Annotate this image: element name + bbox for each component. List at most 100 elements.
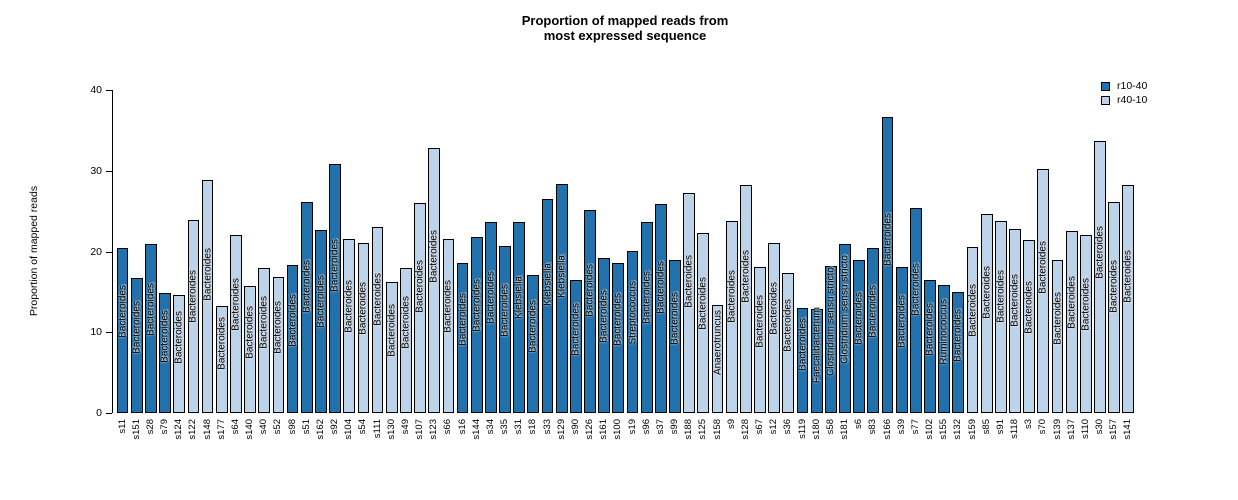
bar-s130: Bacteroides xyxy=(385,282,398,413)
taxon-label-s161: Bacteroides xyxy=(598,290,610,344)
taxon-label-s79: Bacteroides xyxy=(159,309,171,363)
taxon-label-s96: Bacteroides xyxy=(641,270,653,324)
legend-label: r40-10 xyxy=(1117,94,1148,106)
taxon-label-s12: Bacteroides xyxy=(768,282,780,335)
taxon-label-s91: Bacteroides xyxy=(995,270,1007,323)
bar-s66: Bacteroides xyxy=(442,239,455,413)
bar-s181: Clostridium sensu stricto xyxy=(839,243,851,413)
y-axis-tick xyxy=(106,332,112,334)
bar-s19: Streptococcus xyxy=(626,250,639,413)
bar-s36: Bacteroides xyxy=(782,273,795,413)
legend-label: r10-40 xyxy=(1117,80,1148,92)
bar-s188: Bacteroides xyxy=(683,193,696,413)
bar-s98: Bacteroides xyxy=(286,265,299,413)
bar-s77: Bacteroides xyxy=(909,208,922,413)
x-axis-label-s123: s123 xyxy=(428,419,440,440)
bar-s18: Bacteroides xyxy=(527,275,540,413)
x-axis-label-s125: s125 xyxy=(697,419,709,440)
taxon-label-s52: Bacteroides xyxy=(272,300,284,354)
bar-s30: Bacteroides xyxy=(1094,141,1106,413)
x-axis-label-s161: s161 xyxy=(598,419,610,440)
bar-s129: Klebsiella xyxy=(555,183,568,413)
bar-s16: Bacteroides xyxy=(456,262,469,413)
bar-s125: Bacteroides xyxy=(697,233,710,413)
taxon-label-s37: Bacteroides xyxy=(655,260,667,314)
taxon-label-s3: Bacteroides xyxy=(1023,280,1035,334)
x-axis-label-s18: s18 xyxy=(527,419,539,435)
x-axis-label-s51: s51 xyxy=(300,419,312,435)
taxon-label-s92: Bacteroides xyxy=(329,238,341,292)
taxon-label-s102: Bacteroides xyxy=(924,302,936,356)
legend-swatch-r10-40 xyxy=(1101,81,1110,91)
x-axis-label-s111: s111 xyxy=(371,419,383,439)
bar-s104: Bacteroides xyxy=(343,238,356,413)
taxon-label-s158: Anaerotruncus xyxy=(712,310,724,376)
x-axis-label-s96: s96 xyxy=(640,419,652,435)
taxon-label-s111: Bacteroides xyxy=(372,273,384,327)
x-axis-label-s162: s162 xyxy=(314,419,326,440)
x-axis-label-s49: s49 xyxy=(399,419,411,435)
taxon-label-s16: Bacteroides xyxy=(457,293,469,346)
x-axis-label-s102: s102 xyxy=(924,419,936,440)
bar-s148: Bacteroides xyxy=(201,179,214,413)
x-axis-label-s119: s119 xyxy=(796,419,808,439)
bar-s126: Bacteroides xyxy=(584,209,596,413)
x-axis-label-s36: s36 xyxy=(782,419,794,435)
x-axis-label-s107: s107 xyxy=(414,419,426,440)
taxon-label-s141: Bacteroides xyxy=(1122,250,1134,304)
bar-s151: Bacteroides xyxy=(130,278,143,413)
x-axis-label-s54: s54 xyxy=(357,419,369,435)
x-axis-label-s139: s139 xyxy=(1051,419,1063,440)
taxon-label-s181: Clostridium sensu stricto xyxy=(839,254,851,364)
legend: r10-40 r40-10 xyxy=(1101,79,1147,107)
bar-s85: Bacteroides xyxy=(980,214,993,413)
x-axis-label-s70: s70 xyxy=(1037,419,1049,435)
y-axis-line xyxy=(112,90,114,413)
bar-s162: Bacteroides xyxy=(315,229,327,413)
taxon-label-s104: Bacteroides xyxy=(343,279,355,333)
bar-s52: Bacteroides xyxy=(272,276,285,413)
x-axis-label-s180: s180 xyxy=(810,419,822,440)
x-axis-label-s77: s77 xyxy=(909,419,921,435)
taxon-label-s155: Ruminococcus xyxy=(938,299,950,365)
y-axis-tick xyxy=(106,170,112,173)
taxon-label-s123: Bacteroides xyxy=(428,229,440,283)
taxon-label-s122: Bacteroides xyxy=(187,269,199,323)
bar-s111: Bacteroides xyxy=(371,226,384,413)
x-axis-label-s126: s126 xyxy=(584,419,596,440)
bar-s144: Bacteroides xyxy=(470,237,483,413)
bar-s33: Klebsiella xyxy=(541,199,554,413)
taxon-label-s137: Bacteroides xyxy=(1066,275,1078,329)
taxon-label-s28: Bacteroides xyxy=(145,282,157,336)
taxon-label-s144: Bacteroides xyxy=(471,278,483,332)
x-axis-label-s166: s166 xyxy=(881,419,893,440)
bar-s40: Bacteroides xyxy=(258,267,271,413)
x-axis-label-s181: s181 xyxy=(839,419,851,440)
bar-s140: Bacteroides xyxy=(244,286,256,413)
bar-s158: Anaerotruncus xyxy=(711,304,724,413)
taxon-label-s66: Bacteroides xyxy=(442,279,454,333)
taxon-label-s64: Bacteroides xyxy=(230,277,242,331)
x-axis-label-s159: s159 xyxy=(966,419,978,440)
taxon-label-s126: Bacteroides xyxy=(584,264,596,317)
x-axis-label-s67: s67 xyxy=(754,419,766,435)
taxon-label-s19: Streptococcus xyxy=(627,281,639,345)
taxon-label-s99: Bacteroides xyxy=(669,291,681,345)
legend-swatch-r40-10 xyxy=(1101,95,1110,105)
taxon-label-s39: Bacteroides xyxy=(896,295,908,349)
bar-s70: Bacteroides xyxy=(1037,169,1050,413)
x-axis-label-s158: s158 xyxy=(711,419,723,440)
bar-s79: Bacteroides xyxy=(159,292,171,413)
bar-s91: Bacteroides xyxy=(994,220,1007,413)
x-axis-label-s37: s37 xyxy=(654,419,666,435)
taxon-label-s33: Klebsiella xyxy=(542,262,554,306)
bar-s49: Bacteroides xyxy=(400,267,412,413)
bar-s83: Bacteroides xyxy=(867,247,880,413)
taxon-label-s107: Bacteroides xyxy=(414,260,426,313)
taxon-label-s9: Bacteroides xyxy=(726,270,738,323)
legend-item-r40-10: r40-10 xyxy=(1101,93,1147,107)
x-axis-label-s148: s148 xyxy=(201,419,213,440)
x-axis-label-s39: s39 xyxy=(895,419,907,435)
bar-s31: Klebsiella xyxy=(513,221,526,413)
